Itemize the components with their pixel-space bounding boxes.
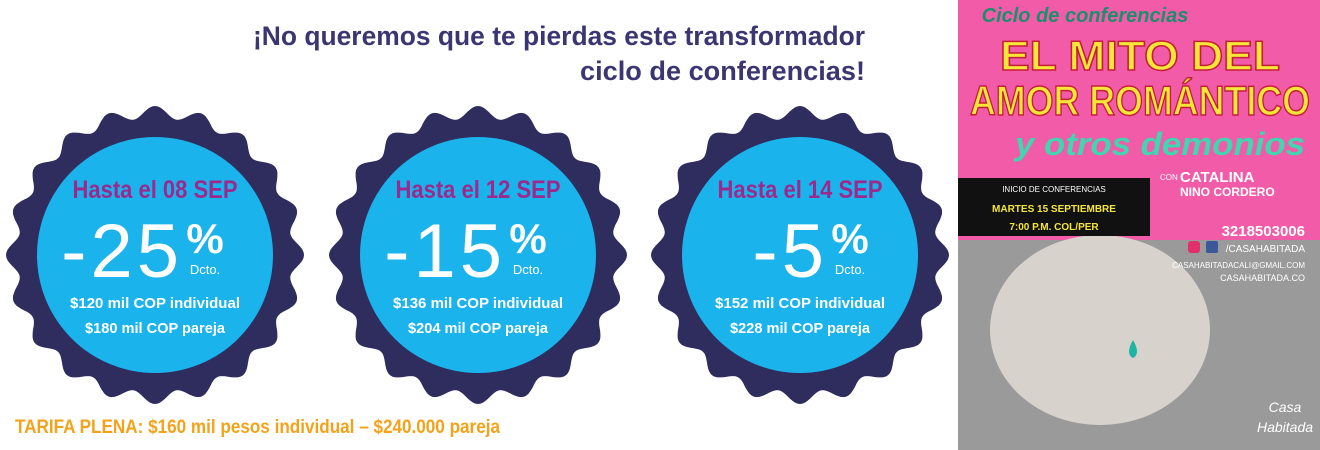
facebook-icon — [1206, 241, 1218, 253]
offer-individual: $136 mil COP individual — [393, 295, 563, 312]
offer-percent: % — [186, 215, 223, 262]
offer-label: Dcto. — [513, 262, 543, 277]
offer-discount: -5 — [752, 209, 828, 294]
poster-series: Ciclo de conferencias — [982, 5, 1189, 27]
offer-discount: -15 — [384, 209, 506, 294]
offer-deadline: Hasta el 14 SEP — [718, 176, 883, 204]
offer-couple: $228 mil COP pareja — [730, 320, 871, 337]
offer-deadline: Hasta el 08 SEP — [73, 176, 238, 204]
poster: Ciclo de conferencias EL MITO DEL AMOR R… — [958, 0, 1320, 450]
poster-face — [990, 235, 1210, 425]
instagram-icon — [1188, 241, 1200, 253]
poster-with: CON — [1160, 173, 1178, 182]
offer-individual: $120 mil COP individual — [70, 295, 240, 312]
badges: Hasta el 08 SEP-25 %Dcto.$120 mil COP ind… — [6, 106, 949, 404]
footer-note: TARIFA PLENA: $160 mil pesos individual … — [15, 417, 500, 438]
offer-couple: $204 mil COP pareja — [408, 320, 549, 337]
heading-line: ¡No queremos que te pierdas este transfo… — [253, 21, 865, 51]
badge-core — [682, 137, 918, 373]
poster-speaker: CATALINA — [1180, 169, 1255, 186]
tear — [1129, 340, 1137, 358]
offer-percent: % — [831, 215, 868, 262]
badge-core — [360, 137, 596, 373]
offer-deadline: Hasta el 12 SEP — [396, 176, 561, 204]
badge-core — [37, 137, 273, 373]
offer-individual: $152 mil COP individual — [715, 295, 885, 312]
offer-discount: -25 — [61, 209, 183, 294]
heading-line: ciclo de conferencias! — [580, 56, 865, 86]
offer-label: Dcto. — [835, 262, 865, 277]
poster-brand: Habitada — [1257, 419, 1313, 435]
poster-web: CASAHABITADA.CO — [1220, 273, 1305, 283]
poster-social: /CASAHABITADA — [1226, 244, 1306, 255]
offer-label: Dcto. — [190, 262, 220, 277]
poster-title: AMOR ROMÁNTICO — [970, 77, 1310, 124]
poster-date: MARTES 15 SEPTIEMBRE — [992, 204, 1116, 215]
poster-brand: Casa — [1269, 399, 1302, 415]
poster-speaker: NINO CORDERO — [1180, 185, 1275, 199]
poster-email: CASAHABITADACALI@GMAIL.COM — [1172, 261, 1305, 270]
poster-subtitle: y otros demonios — [1013, 126, 1305, 162]
poster-start: INICIO DE CONFERENCIAS — [1002, 185, 1106, 194]
offer-couple: $180 mil COP pareja — [85, 320, 226, 337]
poster-band — [958, 178, 1150, 236]
offer-percent: % — [509, 215, 546, 262]
poster-phone: 3218503006 — [1222, 223, 1305, 240]
poster-title: EL MITO DEL — [1000, 32, 1280, 79]
poster-time: 7:00 P.M. COL/PER — [1009, 222, 1099, 233]
